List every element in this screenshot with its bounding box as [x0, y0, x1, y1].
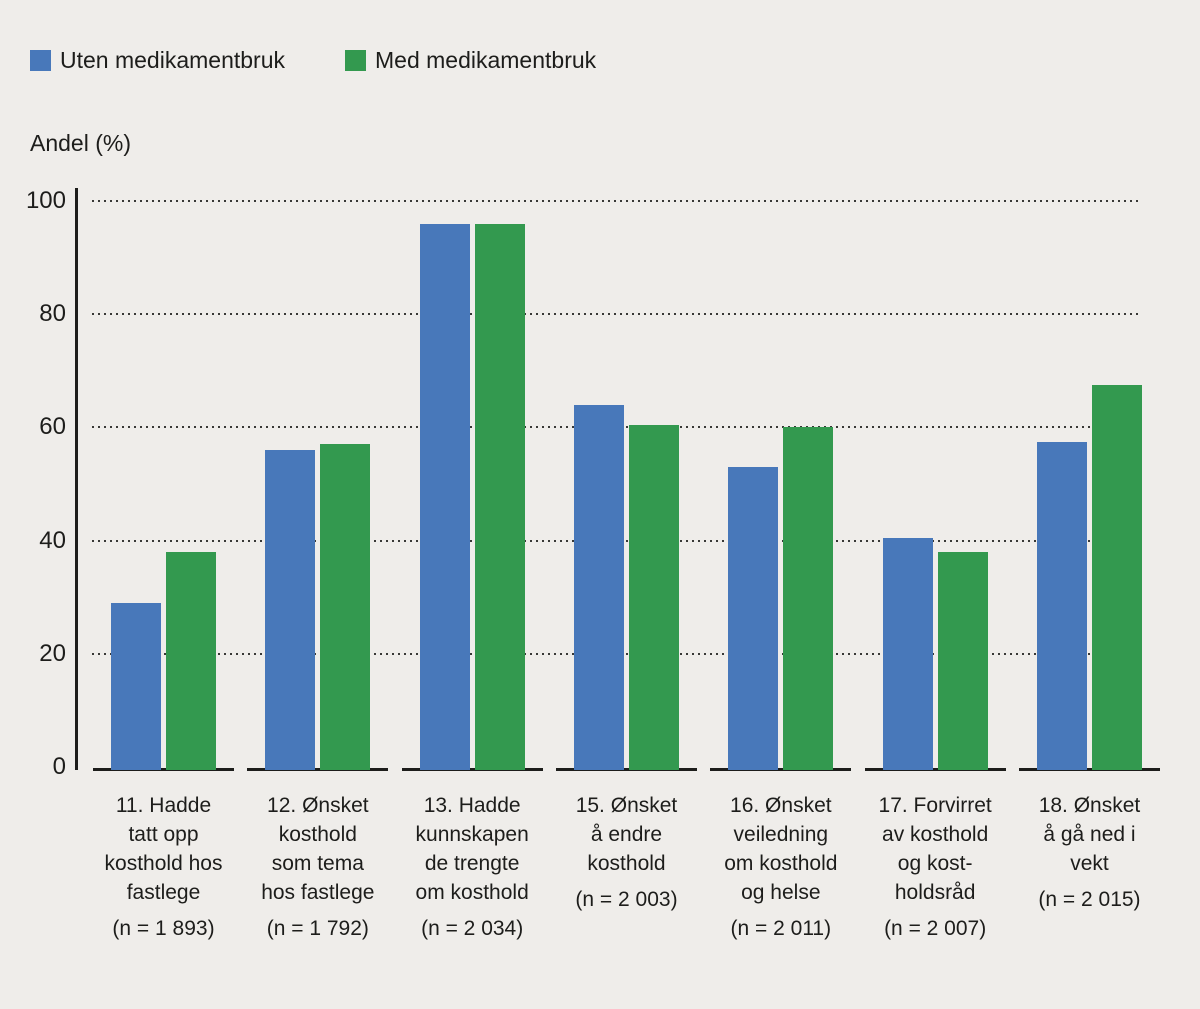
category-line: kosthold [587, 852, 666, 875]
legend-item-med-medikamentbruk: Med medikamentbruk [345, 47, 596, 74]
category-line: om kosthold [415, 881, 529, 904]
bar-uten-medikamentbruk [419, 223, 470, 770]
category-n-count: (n = 2 015) [1038, 888, 1141, 911]
category-n-count: (n = 2 007) [884, 917, 987, 940]
category-label: 13. Hadde kunnskapen de trengte om kosthold… [391, 791, 553, 943]
bar-med-medikamentbruk [937, 551, 988, 770]
x-axis-segment [93, 768, 234, 771]
y-tick-label: 80 [39, 300, 66, 328]
x-axis-segment [1018, 768, 1160, 771]
y-tick-label: 40 [39, 526, 66, 554]
y-tick-label: 60 [39, 413, 66, 441]
category-line: veiledning [733, 823, 829, 846]
category-line: vekt [1070, 852, 1109, 875]
category-line: om kosthold [724, 852, 838, 875]
category-label: 18. Ønsket å gå ned i vekt (n = 2 015) [1008, 791, 1170, 914]
x-axis-segment [710, 768, 852, 771]
category-label: 16. Ønsket veiledning om kosthold og helse (… [700, 791, 862, 943]
y-tick-label: 20 [39, 639, 66, 667]
x-axis-segment [864, 768, 1006, 771]
category-line: å gå ned i [1043, 823, 1136, 846]
category-line: og kost- [897, 852, 973, 875]
category-line: holdsråd [894, 881, 976, 904]
category-line: av kosthold [882, 823, 989, 846]
bar-med-medikamentbruk [1091, 384, 1142, 770]
y-axis-line [75, 188, 78, 770]
category-line: 12. Ønsket [267, 794, 369, 817]
category-n-count: (n = 2 003) [575, 888, 678, 911]
legend-label-uten: Uten medikamentbruk [60, 47, 285, 73]
legend-label-med: Med medikamentbruk [375, 47, 597, 73]
category-line: kosthold [278, 823, 357, 846]
category-line: hos fastlege [261, 881, 375, 904]
y-tick-label: 100 [25, 187, 66, 214]
category-line: 17. Forvirret [878, 794, 992, 817]
category-line: 13. Hadde [423, 794, 521, 817]
legend-swatch-green [345, 50, 366, 71]
category-line: å endre [590, 823, 663, 846]
bar-med-medikamentbruk [783, 427, 834, 770]
bar-uten-medikamentbruk [573, 404, 624, 770]
bar-med-medikamentbruk [628, 424, 679, 770]
x-axis-segment [401, 768, 543, 771]
bar-uten-medikamentbruk [265, 450, 316, 770]
category-line: som tema [271, 852, 364, 875]
category-line: tatt opp [128, 823, 199, 846]
bar-med-medikamentbruk [166, 551, 216, 770]
category-line: kosthold hos [104, 852, 223, 875]
category-line: 18. Ønsket [1038, 794, 1141, 817]
category-line: kunnskapen [415, 823, 529, 846]
category-line: fastlege [126, 881, 201, 904]
category-label: 12. Ønsket kosthold som tema hos fastlege (n… [237, 791, 399, 943]
gridline-100 [92, 200, 1142, 202]
x-axis-segment [555, 768, 697, 771]
y-axis-title: Andel (%) [30, 130, 131, 156]
category-line: 11. Hadde [115, 794, 212, 817]
category-line: de trengte [424, 852, 520, 875]
legend-item-uten-medikamentbruk: Uten medikamentbruk [30, 47, 285, 74]
bar-med-medikamentbruk [320, 444, 371, 770]
category-n-count: (n = 2 034) [421, 917, 524, 940]
bar-uten-medikamentbruk [728, 467, 779, 770]
category-line: 15. Ønsket [575, 794, 678, 817]
y-tick-label: 0 [52, 753, 66, 780]
category-line: og helse [741, 881, 821, 904]
category-label: 17. Forvirret av kosthold og kost-holdsråd… [854, 791, 1016, 943]
category-n-count: (n = 1 893) [112, 917, 215, 940]
bar-uten-medikamentbruk [882, 537, 933, 770]
category-label: 11. Hadde tatt opp kosthold hos fastlege (n … [83, 791, 245, 943]
bar-uten-medikamentbruk [111, 602, 161, 770]
category-n-count: (n = 2 011) [730, 917, 832, 940]
gridline-80 [92, 313, 1142, 316]
bar-uten-medikamentbruk [1036, 441, 1087, 770]
category-n-count: (n = 1 792) [266, 917, 369, 940]
bar-med-medikamentbruk [474, 223, 525, 770]
legend-swatch-blue [30, 50, 51, 71]
category-line: 16. Ønsket [730, 794, 832, 817]
category-label: 15. Ønsket å endre kosthold (n = 2 003) [545, 791, 707, 914]
x-axis-segment [247, 768, 389, 771]
